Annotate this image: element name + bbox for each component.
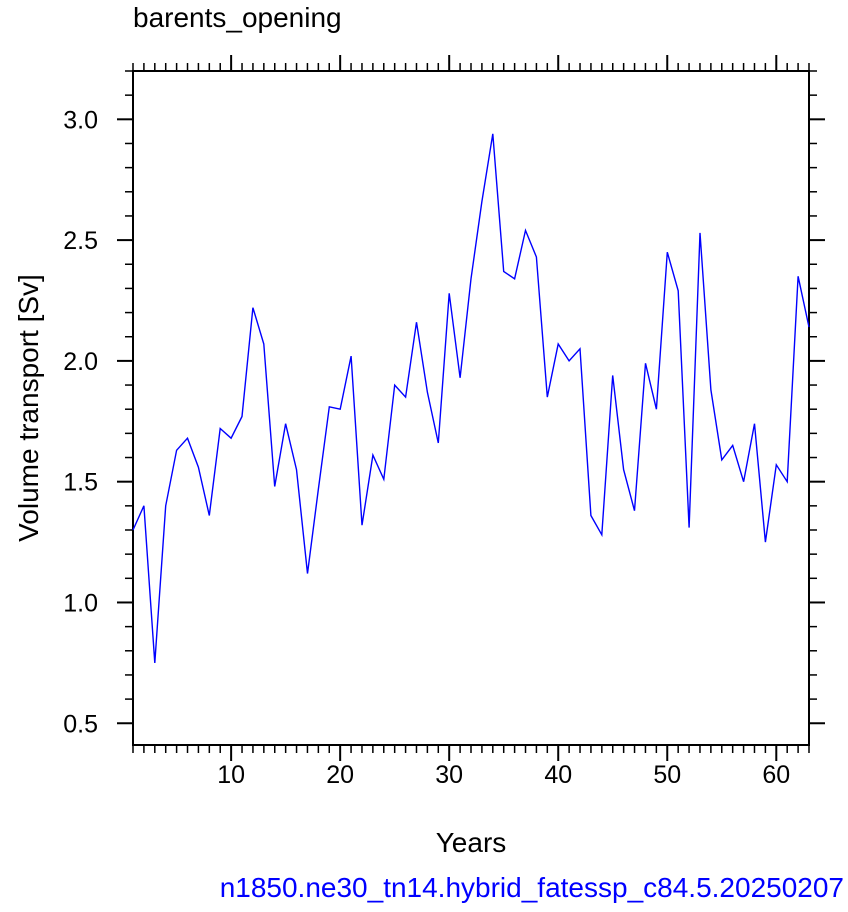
axis-tick-labels: 10 20 30 40 50 60 0.5 1.0 1.5 2.0 2.5 3.0 bbox=[63, 106, 790, 789]
y-tick-label: 0.5 bbox=[63, 710, 98, 738]
x-tick-label: 50 bbox=[653, 761, 681, 789]
series-line bbox=[132, 133, 810, 663]
y-tick-label: 3.0 bbox=[63, 106, 98, 134]
y-tick-label: 1.5 bbox=[63, 469, 98, 497]
axis-ticks bbox=[117, 55, 825, 761]
y-tick-label: 2.5 bbox=[63, 227, 98, 255]
x-tick-label: 20 bbox=[326, 761, 354, 789]
x-tick-label: 40 bbox=[544, 761, 572, 789]
x-tick-label: 10 bbox=[217, 761, 245, 789]
chart-title: barents_opening bbox=[133, 2, 342, 33]
case-name-footer: n1850.ne30_tn14.hybrid_fatessp_c84.5.202… bbox=[219, 872, 844, 903]
x-axis-label: Years bbox=[436, 827, 507, 858]
x-tick-label: 60 bbox=[762, 761, 790, 789]
plot-frame bbox=[132, 70, 810, 746]
y-tick-label: 1.0 bbox=[63, 589, 98, 617]
y-tick-label: 2.0 bbox=[63, 348, 98, 376]
x-tick-label: 30 bbox=[435, 761, 463, 789]
y-axis-label: Volume transport [Sv] bbox=[13, 274, 44, 542]
